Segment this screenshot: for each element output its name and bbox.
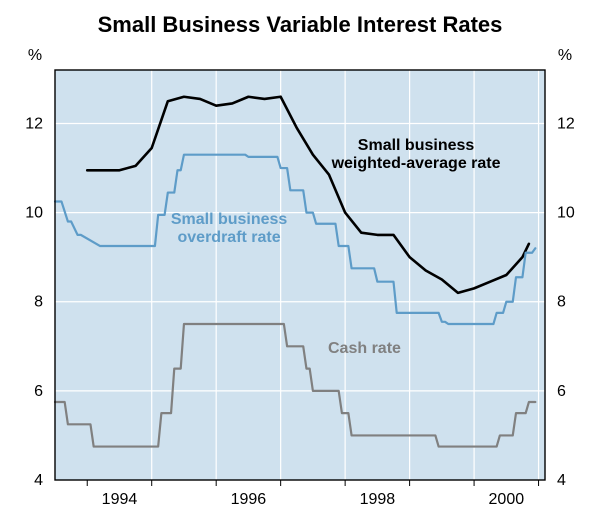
ytick-right: 6 [557,383,566,400]
y-unit-right: % [558,47,572,64]
ytick-left: 6 [34,383,43,400]
ytick-left: 12 [25,115,43,132]
series-label: weighted-average rate [331,155,501,172]
ytick-right: 4 [557,472,566,489]
chart-title: Small Business Variable Interest Rates [98,12,503,37]
ytick-right: 12 [557,115,575,132]
chart-container: Small Business Variable Interest Rates%%… [0,0,600,522]
xtick-label: 2000 [489,491,525,508]
chart-svg: Small Business Variable Interest Rates%%… [0,0,600,522]
xtick-label: 1998 [360,491,396,508]
xtick-label: 1994 [102,491,138,508]
series-label: Small business [171,211,288,228]
ytick-left: 4 [34,472,43,489]
ytick-right: 8 [557,294,566,311]
y-unit-left: % [28,47,42,64]
ytick-left: 10 [25,205,43,222]
ytick-left: 8 [34,294,43,311]
xtick-label: 1996 [231,491,267,508]
series-label: Small business [358,137,475,154]
series-label: Cash rate [328,340,401,357]
series-label: overdraft rate [178,229,281,246]
ytick-right: 10 [557,205,575,222]
